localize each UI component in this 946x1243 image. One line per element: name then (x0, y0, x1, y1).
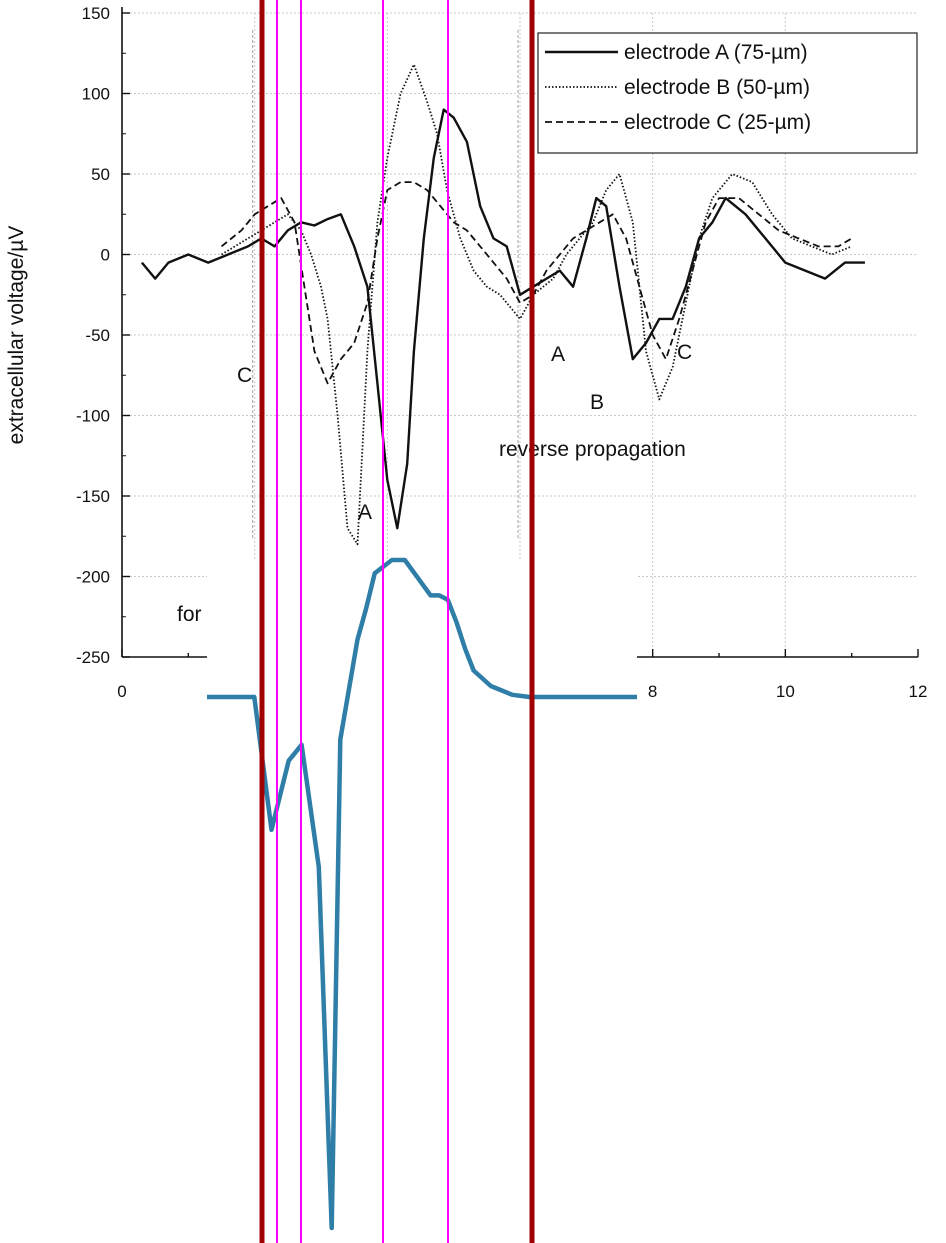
series-group (140, 63, 865, 546)
annotation-label: for (177, 603, 202, 626)
y-axis-title: extracellular voltage/µV (5, 226, 28, 445)
x-tick-label: 8 (648, 682, 657, 701)
y-tick-label: -250 (76, 648, 110, 667)
overlay-mask (207, 560, 637, 690)
legend-entry: electrode B (50-µm) (624, 76, 810, 99)
y-tick-label: -50 (85, 326, 110, 345)
x-tick-label: 10 (776, 682, 795, 701)
y-tick-label: -200 (76, 568, 110, 587)
annotation-label: A (551, 343, 565, 366)
y-tick-label: 150 (82, 4, 110, 23)
overlay-trace (207, 557, 637, 1231)
series-line-0 (140, 108, 865, 530)
annotation-label: C (677, 341, 692, 364)
legend-entry: electrode A (75-µm) (624, 41, 808, 64)
overlay-trace-line (207, 557, 637, 1231)
y-tick-label: 0 (101, 246, 110, 265)
annotation-label: reverse propagation (499, 438, 686, 461)
y-tick-label: -150 (76, 487, 110, 506)
x-tick-label: 12 (909, 682, 928, 701)
annotation-label: B (590, 391, 604, 414)
x-tick-label: 0 (117, 682, 126, 701)
legend: electrode A (75-µm) electrode B (50-µm) el… (537, 32, 918, 154)
series-line-2 (220, 181, 853, 385)
legend-entry: electrode C (25-µm) (624, 111, 811, 134)
y-tick-label: 100 (82, 85, 110, 104)
axes: 150 100 50 0 -50 -100 -150 -200 -250 0 8 10 12 extrac… (5, 4, 927, 701)
marker-lines (259, 0, 535, 1243)
annotation-label: A (358, 501, 372, 524)
annotation-label: C (237, 364, 252, 387)
y-tick-label: -100 (76, 407, 110, 426)
overlay-mask-lower (207, 690, 637, 1243)
y-tick-label: 50 (91, 165, 110, 184)
